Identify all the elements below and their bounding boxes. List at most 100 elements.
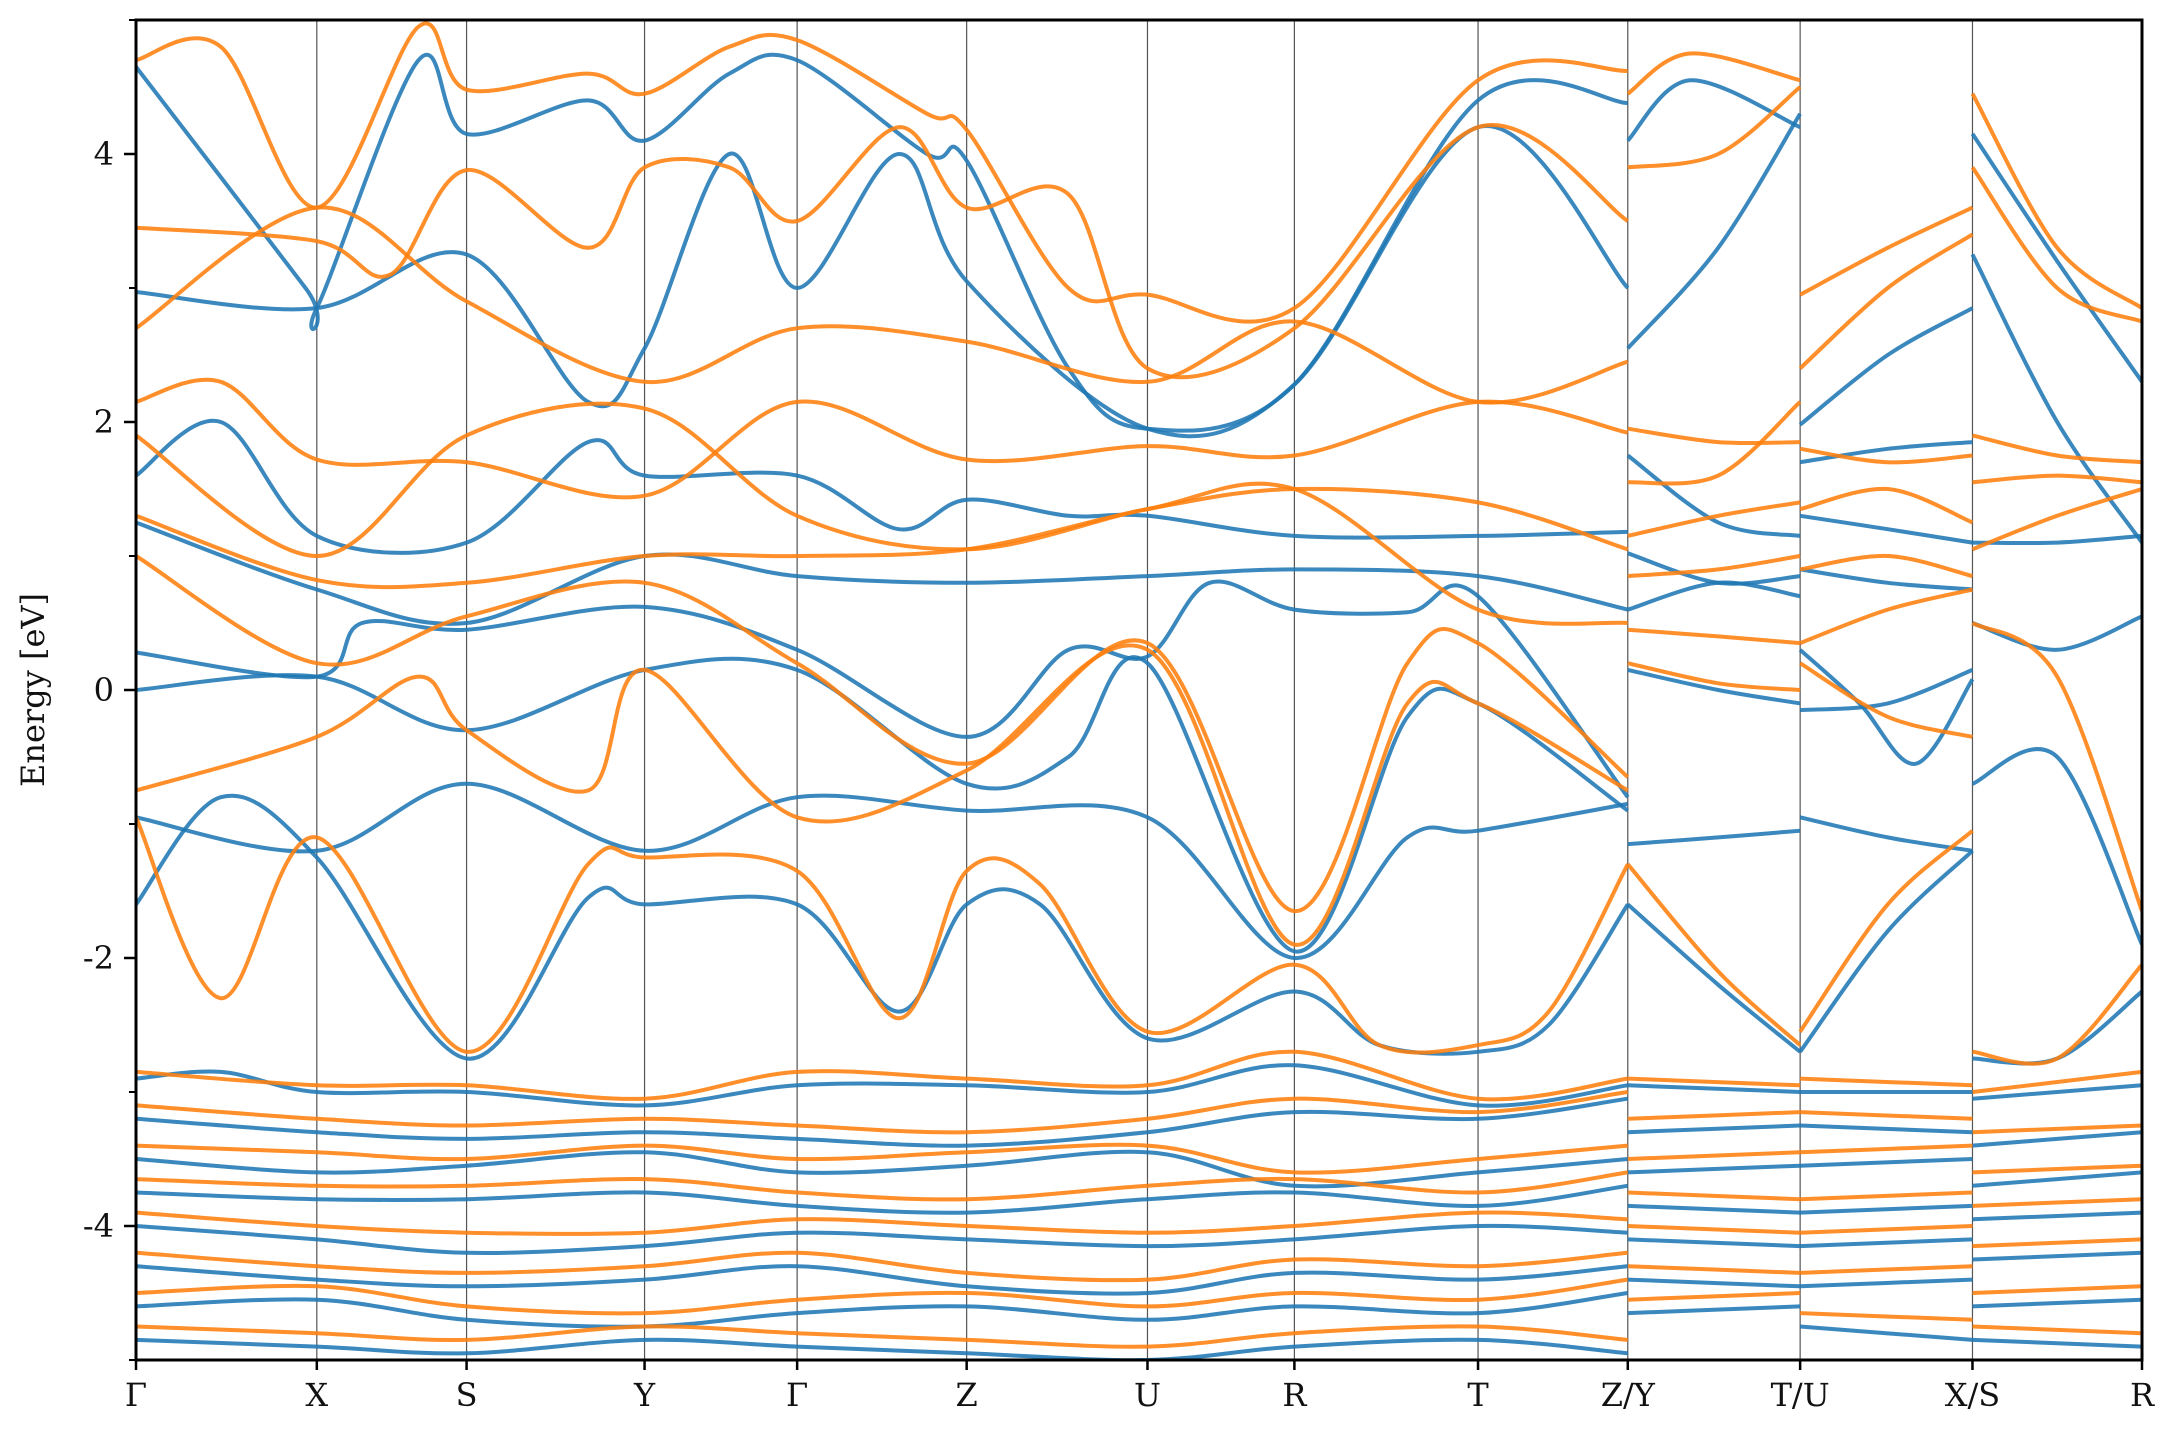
band-line bbox=[1798, 648, 1975, 766]
band-line bbox=[1799, 661, 1973, 739]
band-line bbox=[1627, 554, 1801, 579]
band-line bbox=[1800, 1237, 1973, 1249]
band-line bbox=[1971, 747, 2142, 946]
band-line bbox=[1626, 51, 1801, 96]
band-line bbox=[1627, 400, 1802, 486]
band-line bbox=[1627, 1163, 1801, 1175]
band-line bbox=[1799, 486, 1974, 525]
band-line bbox=[1972, 1210, 2142, 1222]
band-line bbox=[1800, 1123, 1973, 1135]
x-tick-label: U bbox=[1134, 1376, 1161, 1414]
band-line bbox=[136, 1063, 1629, 1108]
band-line bbox=[136, 124, 1630, 439]
x-tick-label: R bbox=[1282, 1376, 1307, 1414]
y-tick-label: 0 bbox=[94, 671, 114, 709]
band-line bbox=[1800, 1203, 1973, 1215]
band-line bbox=[136, 1277, 1629, 1316]
band-line bbox=[1799, 553, 1973, 579]
band-line bbox=[1627, 1076, 1801, 1088]
band-line bbox=[1799, 567, 1973, 592]
band-line bbox=[136, 205, 1629, 405]
band-line bbox=[1627, 1110, 1801, 1121]
band-line bbox=[136, 554, 1630, 914]
band-line bbox=[1800, 1311, 1973, 1322]
band-line bbox=[1800, 1277, 1973, 1289]
band-line bbox=[1972, 1284, 2142, 1295]
band-line bbox=[1970, 253, 2142, 544]
x-tick-label: T bbox=[1467, 1376, 1489, 1414]
band-line bbox=[136, 1090, 1629, 1135]
x-tick-label: Γ bbox=[786, 1376, 808, 1414]
band-line bbox=[1972, 989, 2142, 1066]
band-line bbox=[1972, 1237, 2142, 1249]
band-line bbox=[1627, 1190, 1801, 1202]
band-line bbox=[136, 418, 1628, 555]
band-line bbox=[1627, 1264, 1801, 1275]
band-lines bbox=[136, 21, 2142, 1360]
band-line bbox=[1627, 627, 1801, 646]
band-line bbox=[1627, 828, 1801, 847]
band-line bbox=[1627, 1224, 1801, 1235]
band-line bbox=[1627, 1304, 1801, 1316]
band-line bbox=[136, 1183, 1629, 1215]
x-tick-label: R bbox=[2130, 1376, 2155, 1414]
band-line bbox=[1626, 902, 1802, 1054]
band-line bbox=[136, 520, 1629, 626]
band-line bbox=[1972, 1324, 2142, 1336]
band-line bbox=[1799, 513, 1973, 545]
band-line bbox=[136, 1223, 1628, 1255]
band-line bbox=[1627, 426, 1801, 446]
band-line bbox=[1800, 1190, 1973, 1202]
x-tick-label: S bbox=[456, 1376, 478, 1414]
band-line bbox=[1972, 473, 2142, 485]
band-line bbox=[1627, 667, 1801, 706]
band-line bbox=[136, 816, 1630, 1055]
band-line bbox=[1970, 166, 2142, 324]
band-line bbox=[1972, 1083, 2142, 1101]
band-line bbox=[136, 1291, 1629, 1329]
band-line bbox=[1627, 1203, 1801, 1215]
x-tick-label: Z/Y bbox=[1601, 1376, 1656, 1414]
x-tick-label: X bbox=[305, 1376, 328, 1414]
band-line bbox=[136, 781, 1629, 961]
band-line bbox=[1798, 232, 1974, 370]
band-line bbox=[1627, 1291, 1801, 1302]
band-line bbox=[1627, 1083, 1801, 1094]
band-line bbox=[1627, 1123, 1801, 1135]
band-line bbox=[1971, 487, 2142, 552]
band-line bbox=[1800, 1110, 1973, 1121]
band-line bbox=[1800, 1224, 1973, 1235]
tick-layer: -4 -2 0 2 4 Γ X S Y Γ Z U R T Z/Y T/U X/S R bbox=[83, 19, 2155, 1414]
band-line bbox=[136, 1049, 1629, 1102]
band-line bbox=[1972, 1337, 2142, 1349]
band-line bbox=[1626, 453, 1801, 538]
band-line bbox=[1971, 621, 2142, 912]
band-line bbox=[1972, 1069, 2142, 1094]
band-line bbox=[136, 1324, 1628, 1349]
y-tick-label: 4 bbox=[94, 135, 114, 173]
band-line bbox=[136, 21, 1628, 324]
band-line bbox=[1798, 829, 1974, 1033]
y-tick-label: -2 bbox=[83, 939, 114, 977]
x-tick-label: Y bbox=[633, 1376, 656, 1414]
band-line bbox=[1627, 1237, 1801, 1249]
band-line bbox=[1972, 433, 2142, 465]
band-line bbox=[1799, 446, 1973, 465]
band-line bbox=[1799, 587, 1973, 645]
band-line bbox=[136, 1337, 1628, 1360]
band-line bbox=[1627, 500, 1801, 538]
axes-frame bbox=[134, 18, 2144, 1362]
band-line bbox=[1970, 132, 2142, 383]
band-line bbox=[136, 1096, 1629, 1148]
band-line bbox=[1970, 92, 2142, 310]
band-line bbox=[1799, 815, 1973, 853]
band-line bbox=[136, 377, 1629, 500]
band-line bbox=[136, 643, 1629, 947]
band-line bbox=[1798, 306, 1974, 427]
band-line bbox=[1800, 1157, 1973, 1168]
band-line bbox=[1800, 1143, 1973, 1155]
band-line bbox=[1627, 85, 1802, 170]
band-line bbox=[1799, 205, 1974, 297]
band-line bbox=[1627, 580, 1801, 612]
